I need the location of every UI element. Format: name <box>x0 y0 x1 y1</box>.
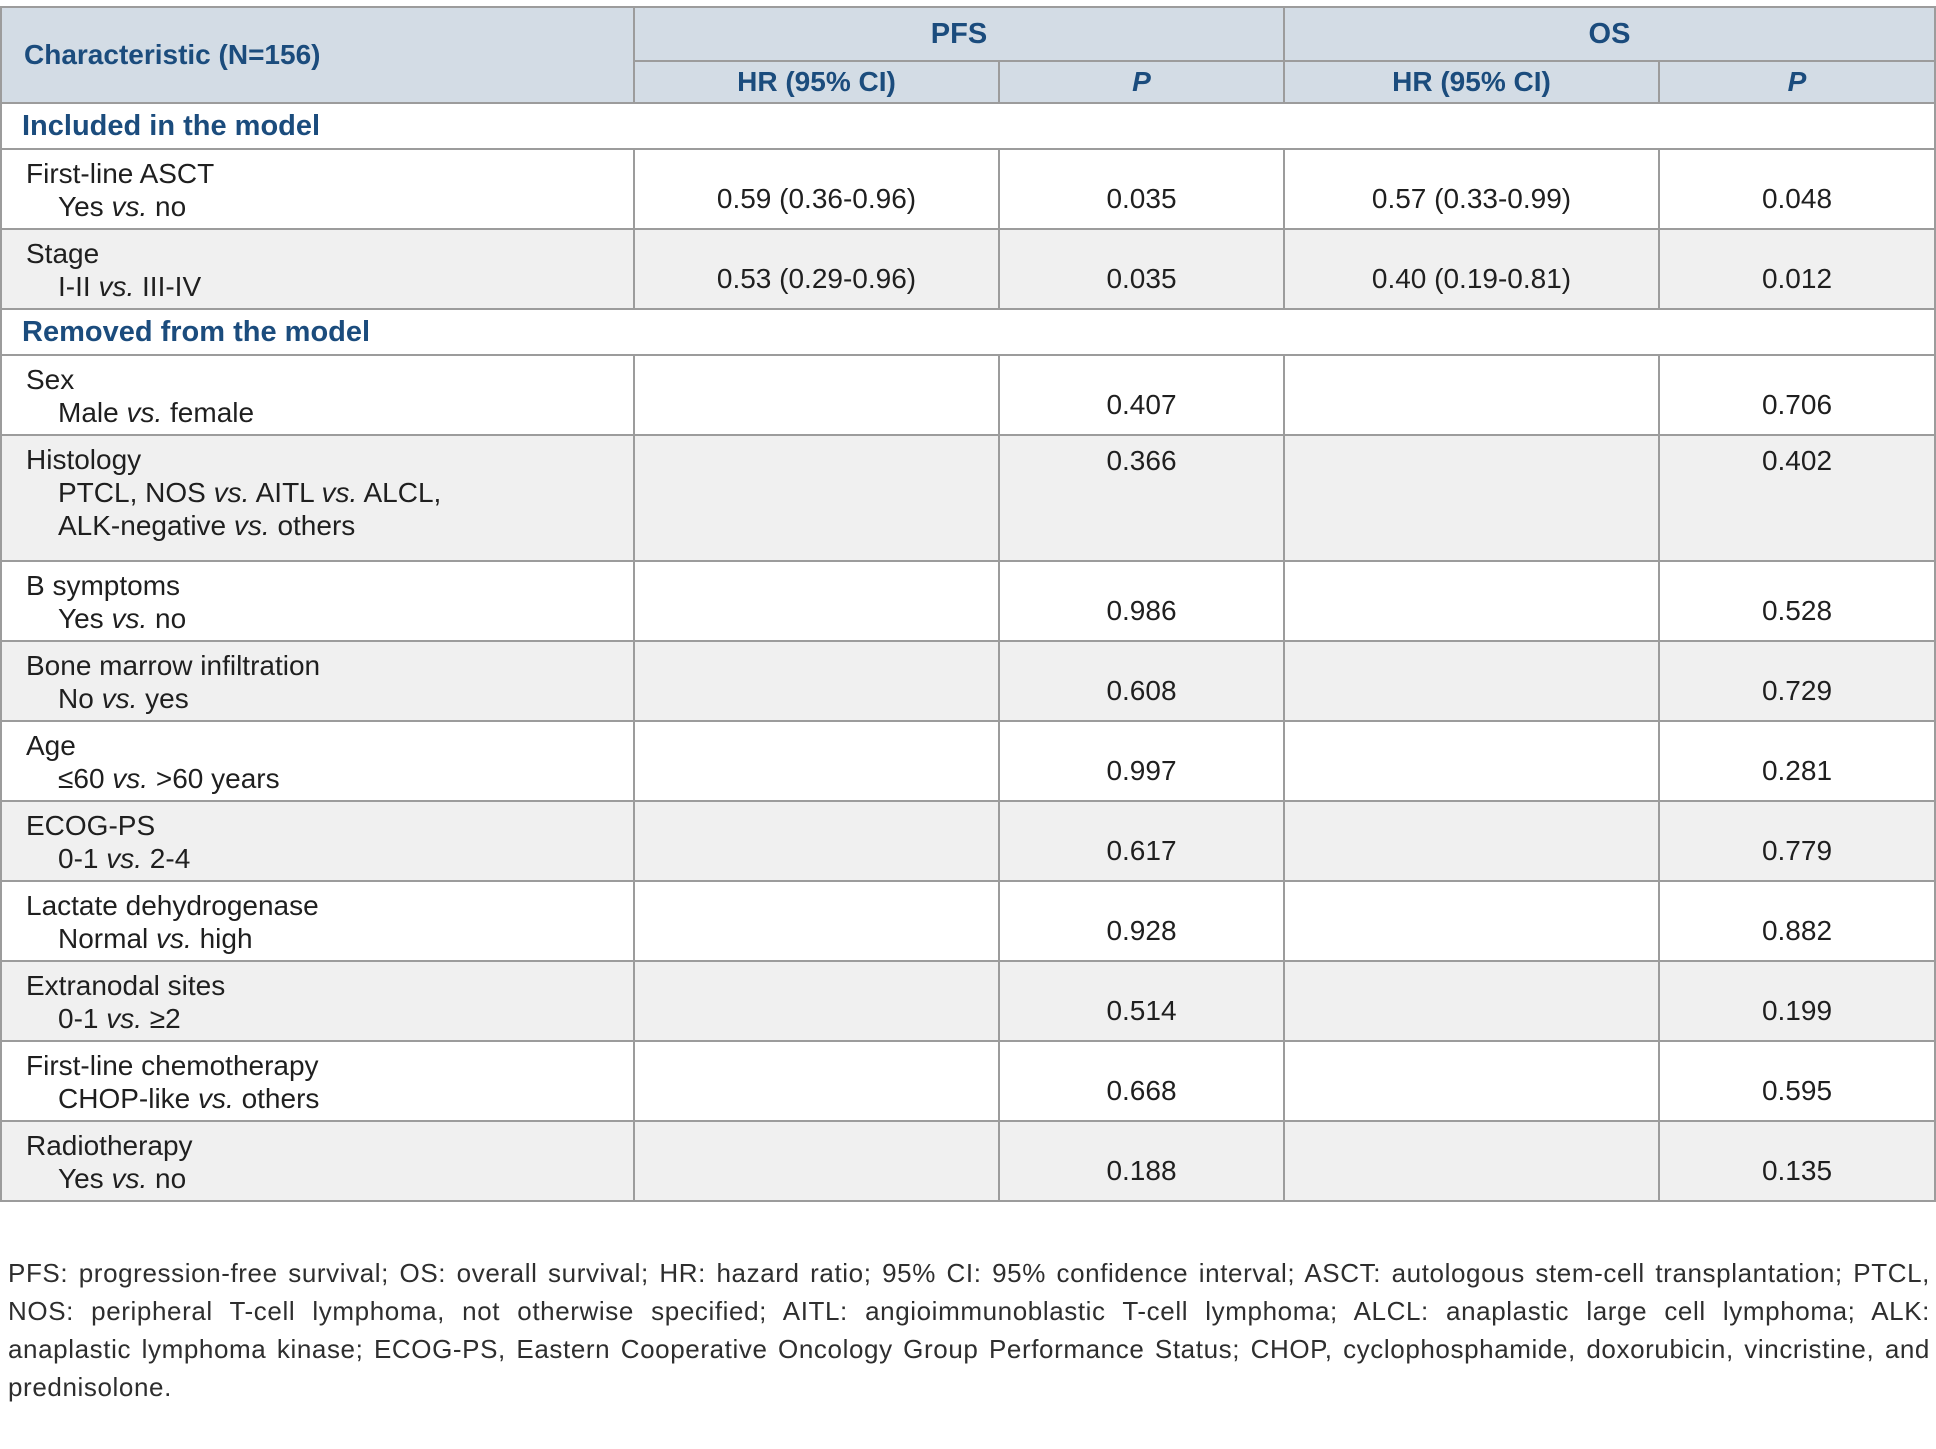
cell-pfs-p: 0.608 <box>1000 642 1285 722</box>
cell-pfs-hr <box>635 642 1000 722</box>
characteristic-name: Lactate dehydrogenase <box>26 890 319 921</box>
characteristic-name: Stage <box>26 238 100 269</box>
row-label: First-line chemotherapy CHOP-like vs. ot… <box>2 1042 635 1122</box>
section-header-removed: Removed from the model <box>2 310 1936 356</box>
comparison-line: Normal vs. high <box>58 923 253 954</box>
comparison-line: 0-1 vs. ≥2 <box>58 1003 181 1034</box>
multivariate-analysis-table: Characteristic (N=156) PFS OS HR (95% CI… <box>0 6 1936 1202</box>
characteristic-name: Extranodal sites <box>26 970 226 1001</box>
cell-os-hr <box>1285 356 1660 436</box>
cell-pfs-p: 0.997 <box>1000 722 1285 802</box>
cell-os-p: 0.135 <box>1660 1122 1936 1202</box>
comparison-line: ALK-negative vs. others <box>58 510 356 541</box>
cell-pfs-p: 0.986 <box>1000 562 1285 642</box>
cell-os-p: 0.048 <box>1660 150 1936 230</box>
cell-os-hr: 0.57 (0.33-0.99) <box>1285 150 1660 230</box>
cell-os-p: 0.402 <box>1660 436 1936 562</box>
row-label: B symptoms Yes vs. no <box>2 562 635 642</box>
cell-pfs-hr <box>635 1122 1000 1202</box>
cell-pfs-p: 0.407 <box>1000 356 1285 436</box>
cell-os-hr: 0.40 (0.19-0.81) <box>1285 230 1660 310</box>
comparison-line: Yes vs. no <box>58 191 187 222</box>
os-p-header: P <box>1660 62 1936 104</box>
cell-pfs-hr <box>635 722 1000 802</box>
pfs-p-header: P <box>1000 62 1285 104</box>
cell-pfs-hr <box>635 1042 1000 1122</box>
row-label: Stage I-II vs. III-IV <box>2 230 635 310</box>
comparison-line: Yes vs. no <box>58 603 187 634</box>
characteristic-name: Radiotherapy <box>26 1130 193 1161</box>
comparison-line: PTCL, NOS vs. AITL vs. ALCL, <box>58 477 442 508</box>
cell-os-p: 0.882 <box>1660 882 1936 962</box>
cell-pfs-p: 0.035 <box>1000 230 1285 310</box>
cell-pfs-p: 0.617 <box>1000 802 1285 882</box>
cell-pfs-hr: 0.59 (0.36-0.96) <box>635 150 1000 230</box>
table-footnote: PFS: progression-free survival; OS: over… <box>8 1258 1930 1402</box>
cell-os-p: 0.528 <box>1660 562 1936 642</box>
comparison-line: No vs. yes <box>58 683 189 714</box>
section-header-included: Included in the model <box>2 104 1936 150</box>
cell-os-hr <box>1285 436 1660 562</box>
cell-pfs-hr <box>635 436 1000 562</box>
cell-pfs-hr <box>635 802 1000 882</box>
os-hr-header: HR (95% CI) <box>1285 62 1660 104</box>
row-label: Radiotherapy Yes vs. no <box>2 1122 635 1202</box>
characteristic-name: First-line ASCT <box>26 158 215 189</box>
cell-pfs-hr: 0.53 (0.29-0.96) <box>635 230 1000 310</box>
characteristic-name: Histology <box>26 444 142 475</box>
cell-os-hr <box>1285 962 1660 1042</box>
characteristic-header-cell: Characteristic (N=156) <box>2 8 635 104</box>
characteristic-name: Age <box>26 730 76 761</box>
cell-pfs-hr <box>635 562 1000 642</box>
row-label: Bone marrow infiltration No vs. yes <box>2 642 635 722</box>
cell-os-hr <box>1285 882 1660 962</box>
pfs-hr-header: HR (95% CI) <box>635 62 1000 104</box>
cell-os-hr <box>1285 562 1660 642</box>
cell-os-p: 0.706 <box>1660 356 1936 436</box>
cell-os-p: 0.199 <box>1660 962 1936 1042</box>
row-label: ECOG-PS 0-1 vs. 2-4 <box>2 802 635 882</box>
cell-pfs-p: 0.035 <box>1000 150 1285 230</box>
cell-pfs-hr <box>635 882 1000 962</box>
row-label: Age ≤60 vs. >60 years <box>2 722 635 802</box>
characteristic-name: Bone marrow infiltration <box>26 650 321 681</box>
characteristic-name: First-line chemotherapy <box>26 1050 319 1081</box>
cell-os-hr <box>1285 642 1660 722</box>
characteristic-name: Sex <box>26 364 75 395</box>
comparison-line: Male vs. female <box>58 397 255 428</box>
cell-pfs-hr <box>635 962 1000 1042</box>
cell-pfs-p: 0.188 <box>1000 1122 1285 1202</box>
comparison-line: ≤60 vs. >60 years <box>58 763 280 794</box>
pfs-group-header: PFS <box>635 8 1285 62</box>
cell-os-p: 0.281 <box>1660 722 1936 802</box>
cell-os-p: 0.595 <box>1660 1042 1936 1122</box>
cell-pfs-p: 0.366 <box>1000 436 1285 562</box>
cell-pfs-p: 0.514 <box>1000 962 1285 1042</box>
cell-pfs-p: 0.668 <box>1000 1042 1285 1122</box>
characteristic-name: ECOG-PS <box>26 810 156 841</box>
cell-os-p: 0.779 <box>1660 802 1936 882</box>
characteristic-name: B symptoms <box>26 570 181 601</box>
row-label: Sex Male vs. female <box>2 356 635 436</box>
cell-os-p: 0.012 <box>1660 230 1936 310</box>
row-label: Extranodal sites 0-1 vs. ≥2 <box>2 962 635 1042</box>
comparison-line: CHOP-like vs. others <box>58 1083 320 1114</box>
row-label: First-line ASCT Yes vs. no <box>2 150 635 230</box>
cell-os-hr <box>1285 1122 1660 1202</box>
comparison-line: Yes vs. no <box>58 1163 187 1194</box>
cell-pfs-hr <box>635 356 1000 436</box>
os-group-header: OS <box>1285 8 1936 62</box>
row-label: Histology PTCL, NOS vs. AITL vs. ALCL, A… <box>2 436 635 562</box>
comparison-line: I-II vs. III-IV <box>58 271 202 302</box>
cell-os-p: 0.729 <box>1660 642 1936 722</box>
cell-os-hr <box>1285 1042 1660 1122</box>
cell-pfs-p: 0.928 <box>1000 882 1285 962</box>
cell-os-hr <box>1285 802 1660 882</box>
comparison-line: 0-1 vs. 2-4 <box>58 843 191 874</box>
cell-os-hr <box>1285 722 1660 802</box>
row-label: Lactate dehydrogenase Normal vs. high <box>2 882 635 962</box>
